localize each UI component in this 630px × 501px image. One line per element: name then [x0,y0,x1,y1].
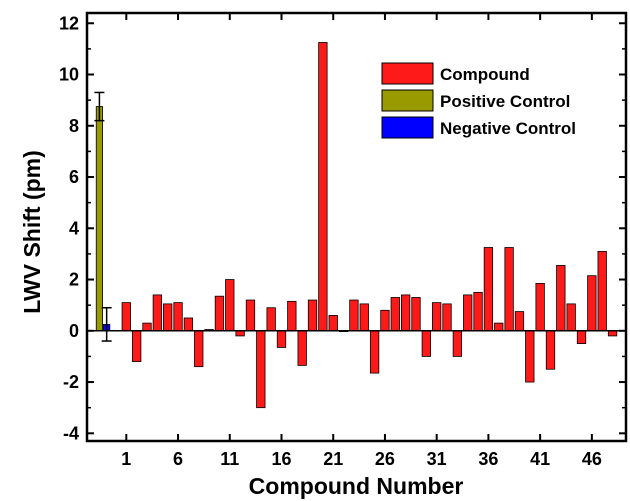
x-tick-label: 41 [530,449,550,469]
compound-bar [421,330,431,357]
compound-bar [556,265,566,332]
compound-bar [245,299,256,332]
legend-swatch-compound [381,62,434,85]
compound-bar [328,315,338,332]
y-tick-label: 10 [59,65,79,85]
compound-bar [287,300,297,332]
y-axis-title: LWV Shift (pm) [19,150,45,314]
compound-bar [597,250,607,332]
x-tick-label: 26 [375,449,395,469]
positive-control-bar [95,106,103,332]
compound-bar [214,295,225,332]
y-tick-label: 8 [69,116,79,136]
compound-bar [132,330,142,362]
compound-bar [235,330,245,337]
compound-bar [411,297,421,332]
x-tick-label: 6 [173,449,183,469]
compound-bar [400,294,411,332]
compound-bar [576,330,587,345]
legend-label-compound: Compound [440,65,530,84]
compound-bar [318,42,328,332]
x-tick-label: 1 [121,449,131,469]
y-tick-label: -2 [63,372,79,392]
x-tick-label: 11 [220,449,239,469]
compound-bar [473,291,483,332]
compound-bar [432,302,442,332]
compound-bar [225,279,235,332]
y-tick-label: 6 [69,167,79,187]
legend-label-negative-control: Negative Control [440,119,576,138]
compound-bar [452,330,463,357]
plot-frame [85,11,628,443]
compound-bar [504,247,514,332]
ticks-layer [87,13,626,441]
compound-bar [514,311,525,332]
legend: Compound Positive Control Negative Control [381,62,576,139]
compound-bar [483,247,494,332]
x-tick-label: 46 [582,449,602,469]
compound-bar [545,330,556,370]
compound-bar [442,303,452,332]
x-tick-label: 36 [478,449,498,469]
compound-bar [121,302,131,332]
x-tick-labels: 1 6 11 16 21 26 31 36 41 46 [121,449,602,469]
x-axis-title: Compound Number [249,473,464,499]
compound-bar [566,303,576,332]
compound-bar [369,330,380,374]
compound-bar [535,282,545,332]
legend-label-positive-control: Positive Control [440,92,570,111]
compound-bar [525,330,535,383]
compound-bar [256,330,266,409]
y-tick-label: -4 [63,423,79,443]
compound-bar [152,294,162,332]
compound-bar [390,297,400,332]
compound-bar [276,330,287,348]
y-tick-labels: -4 -2 0 2 4 6 8 10 12 [59,13,79,443]
y-tick-label: 12 [59,13,79,33]
compound-bar [494,322,504,332]
compound-bar [349,299,359,332]
compound-bar [380,309,390,332]
compound-bar [297,330,307,366]
y-tick-label: 0 [69,321,79,341]
error-bars-layer [94,91,112,342]
compound-bar [266,307,276,332]
compound-bar [163,303,173,332]
y-tick-label: 4 [69,218,79,238]
compound-bar [359,303,369,332]
x-tick-label: 16 [271,449,291,469]
x-tick-label: 31 [427,449,447,469]
compound-bar [194,330,204,368]
x-tick-label: 21 [323,449,343,469]
compound-bar [183,317,194,332]
legend-swatch-positive-control [381,89,434,112]
compound-bar [587,275,597,332]
compound-bar [142,322,152,332]
legend-swatch-negative-control [381,116,434,139]
compound-bar [307,299,318,332]
y-tick-label: 2 [69,270,79,290]
compound-bar [607,330,618,337]
compound-bar [173,302,183,332]
compound-bar [463,294,473,332]
